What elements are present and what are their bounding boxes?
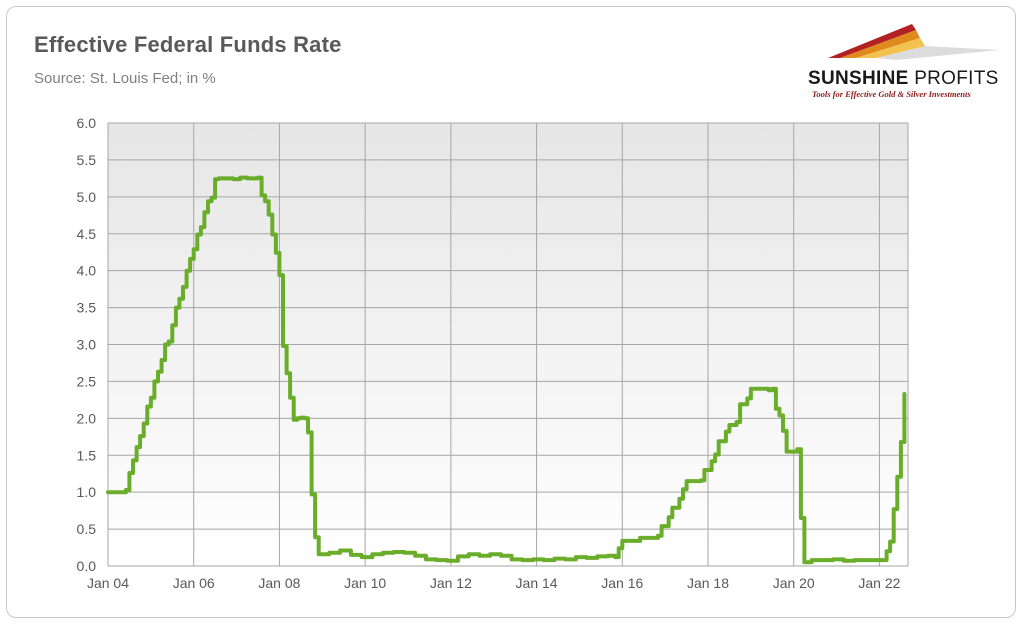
x-tick-label: Jan 10 bbox=[344, 575, 386, 591]
y-tick-label: 4.5 bbox=[77, 226, 97, 242]
x-tick-label: Jan 14 bbox=[516, 575, 558, 591]
y-tick-label: 3.5 bbox=[77, 300, 97, 316]
y-tick-label: 4.0 bbox=[77, 263, 97, 279]
y-tick-label: 1.0 bbox=[77, 484, 97, 500]
y-tick-label: 3.0 bbox=[77, 337, 97, 353]
y-axis-ticks: 0.0 0.5 1.0 1.5 2.0 2.5 3.0 3.5 4.0 4.5 5.0 5.5 6.0 bbox=[77, 115, 97, 574]
x-tick-label: Jan 06 bbox=[173, 575, 215, 591]
logo-name-bold: SUNSHINE bbox=[808, 68, 909, 89]
series-line bbox=[106, 175, 907, 565]
x-tick-label: Jan 08 bbox=[258, 575, 300, 591]
x-tick-label: Jan 04 bbox=[87, 575, 129, 591]
y-tick-label: 2.5 bbox=[77, 373, 97, 389]
x-tick-label: Jan 16 bbox=[601, 575, 643, 591]
y-tick-label: 2.0 bbox=[77, 410, 97, 426]
x-axis-ticks: Jan 04 Jan 06 Jan 08 Jan 10 Jan 12 Jan 14 Jan … bbox=[87, 575, 901, 591]
chart-title: Effective Federal Funds Rate bbox=[34, 32, 342, 57]
grid-lines bbox=[107, 122, 909, 567]
y-tick-label: 5.0 bbox=[77, 189, 97, 205]
x-tick-label: Jan 22 bbox=[858, 575, 900, 591]
x-tick-label: Jan 12 bbox=[430, 575, 472, 591]
sunshine-profits-logo-icon bbox=[828, 24, 1000, 60]
y-tick-label: 6.0 bbox=[77, 115, 97, 131]
y-tick-label: 0.0 bbox=[77, 558, 97, 574]
y-tick-label: 5.5 bbox=[77, 152, 97, 168]
logo-tagline: Tools for Effective Gold & Silver Invest… bbox=[812, 89, 971, 99]
y-tick-label: 0.5 bbox=[77, 521, 97, 537]
chart-subtitle: Source: St. Louis Fed; in % bbox=[34, 70, 216, 87]
x-tick-label: Jan 20 bbox=[773, 575, 815, 591]
x-tick-label: Jan 18 bbox=[687, 575, 729, 591]
logo-name-thin: PROFITS bbox=[914, 68, 999, 89]
logo-name: SUNSHINE PROFITS bbox=[808, 68, 999, 90]
series-group bbox=[106, 175, 907, 565]
y-tick-label: 1.5 bbox=[77, 447, 97, 463]
